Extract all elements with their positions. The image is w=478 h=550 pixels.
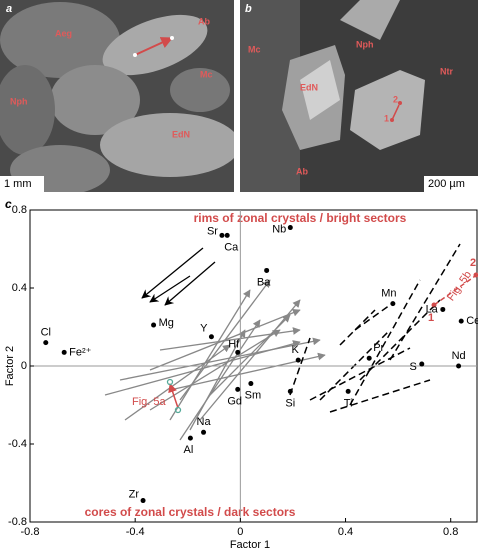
point <box>235 349 241 355</box>
point-label: Fe²⁺ <box>69 346 92 358</box>
x-tick-label: 0.4 <box>338 526 353 538</box>
point <box>248 381 254 387</box>
point-label: 1 <box>384 113 389 123</box>
point-label: Ca <box>224 241 239 253</box>
annotation: 2 <box>470 257 476 269</box>
point-label: Ce <box>466 315 478 327</box>
x-tick-label: -0.4 <box>126 526 145 538</box>
x-tick-label: 0.8 <box>443 526 458 538</box>
mineral-label: Ab <box>296 166 308 176</box>
mineral-label: Ntr <box>440 66 453 76</box>
point <box>287 225 293 231</box>
point-label: Mg <box>159 317 174 329</box>
mineral-label: Mc <box>200 69 213 79</box>
scale-label: 1 mm <box>4 178 32 190</box>
point-label: Zr <box>129 488 140 500</box>
panel-label: a <box>6 3 12 15</box>
point <box>419 361 425 367</box>
point-label: La <box>426 303 439 315</box>
point <box>43 340 49 346</box>
mineral-label: EdN <box>300 82 318 92</box>
point-label: Ti <box>344 397 353 409</box>
point <box>366 355 372 361</box>
annotation: Fig. 5b <box>445 269 474 303</box>
mineral-label: EdN <box>172 129 190 139</box>
x-axis-label: Factor 1 <box>230 539 270 550</box>
point-label: Si <box>285 397 295 409</box>
point <box>440 306 446 312</box>
point <box>201 429 207 435</box>
point <box>187 435 193 441</box>
y-axis-label: Factor 2 <box>4 346 16 386</box>
mineral-label: Ab <box>198 16 210 26</box>
point <box>264 267 270 273</box>
point <box>151 322 157 328</box>
point <box>61 349 67 355</box>
point-label: Al <box>184 444 194 456</box>
y-tick-label: -0.4 <box>8 438 27 450</box>
annotation: Fig. 5a <box>132 396 167 408</box>
y-tick-label: 0 <box>21 360 27 372</box>
point-label: S <box>409 361 416 373</box>
point-label: K <box>292 344 300 356</box>
annotation: rims of zonal crystals / bright sectors <box>194 211 407 225</box>
point <box>456 363 462 369</box>
panel-labels: a Aeg Ab Mc Nph EdN 1 mm b Mc Nph EdN Nt… <box>0 3 478 192</box>
point <box>287 388 293 394</box>
point-label: Cl <box>41 327 51 339</box>
point <box>219 232 225 238</box>
annotation: cores of zonal crystals / dark sectors <box>85 505 296 519</box>
panel-label: c <box>5 197 12 211</box>
micrograph-b <box>240 0 478 192</box>
point-label: Nb <box>272 223 286 235</box>
mineral-label: Nph <box>10 96 28 106</box>
point-label: Nd <box>452 350 466 362</box>
annotation: 1 <box>428 312 434 324</box>
scale-label: 200 µm <box>428 178 465 190</box>
point <box>390 301 396 307</box>
point-label: Mn <box>381 288 396 300</box>
scale-box <box>0 176 44 192</box>
x-tick-label: 0 <box>237 526 243 538</box>
vectors <box>104 243 478 441</box>
point-label: Y <box>200 323 208 335</box>
mineral-label: Aeg <box>55 28 72 38</box>
point <box>295 357 301 363</box>
panel-label: b <box>245 3 252 15</box>
x-tick-label: -0.8 <box>21 526 40 538</box>
point-label: Ba <box>257 276 271 288</box>
scale-box <box>424 176 478 192</box>
point <box>235 386 241 392</box>
mineral-label: Mc <box>248 44 261 54</box>
point-label: Hf <box>228 338 240 350</box>
point <box>458 318 464 324</box>
micrograph-a <box>0 0 234 192</box>
y-tick-label: -0.8 <box>8 516 27 528</box>
point-label: Pr <box>373 342 384 354</box>
point <box>345 388 351 394</box>
point <box>208 334 214 340</box>
point-label: 2 <box>393 94 398 104</box>
point-label: Sr <box>207 225 218 237</box>
y-tick-label: 0.4 <box>12 282 27 294</box>
point <box>140 498 146 504</box>
point-label: Na <box>197 416 212 428</box>
point-label: Sm <box>245 389 262 401</box>
point <box>224 232 230 238</box>
y-tick-label: 0.8 <box>12 204 27 216</box>
mineral-label: Nph <box>356 39 374 49</box>
point-label: Gd <box>227 395 242 407</box>
